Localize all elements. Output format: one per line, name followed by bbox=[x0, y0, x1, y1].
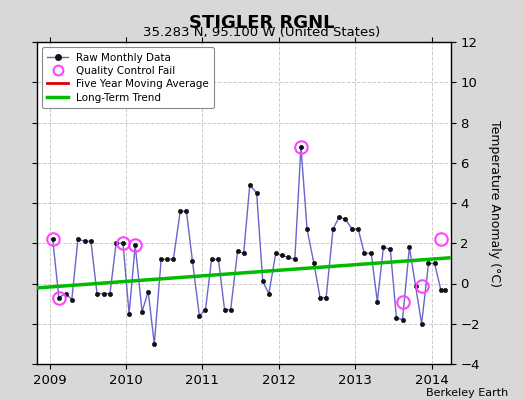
Text: 35.283 N, 95.100 W (United States): 35.283 N, 95.100 W (United States) bbox=[144, 26, 380, 39]
Legend: Raw Monthly Data, Quality Control Fail, Five Year Moving Average, Long-Term Tren: Raw Monthly Data, Quality Control Fail, … bbox=[42, 47, 214, 108]
Y-axis label: Temperature Anomaly (°C): Temperature Anomaly (°C) bbox=[488, 120, 501, 286]
Text: STIGLER RGNL: STIGLER RGNL bbox=[189, 14, 335, 32]
Text: Berkeley Earth: Berkeley Earth bbox=[426, 388, 508, 398]
